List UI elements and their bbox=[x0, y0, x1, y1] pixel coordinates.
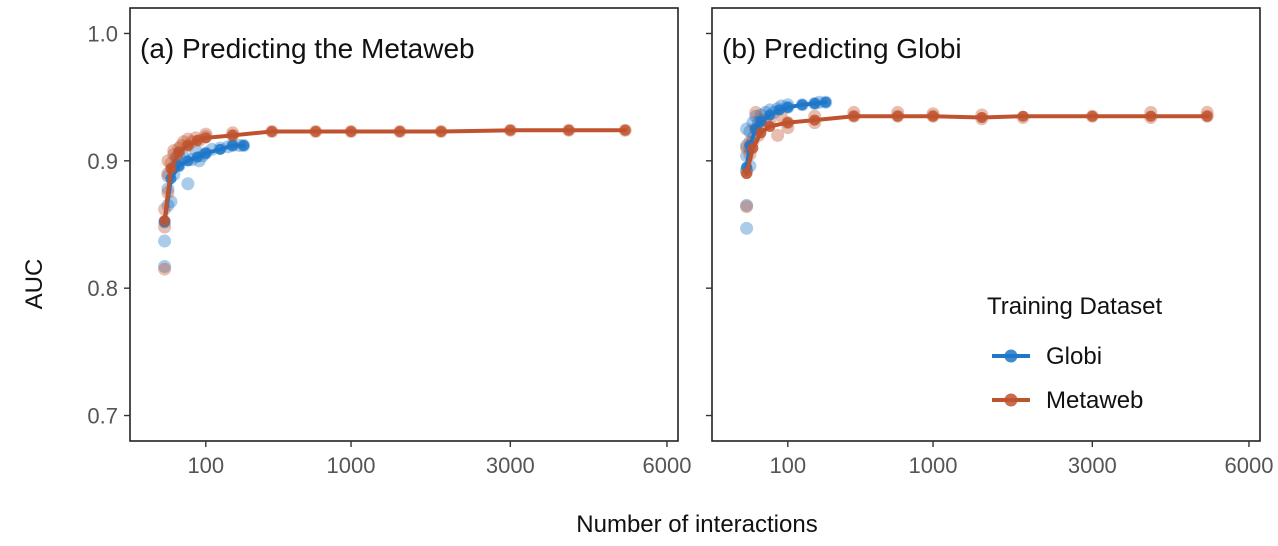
line-marker-metaweb bbox=[563, 124, 575, 136]
panel-title: (b) Predicting Globi bbox=[722, 33, 962, 64]
y-tick-label: 0.7 bbox=[87, 404, 118, 429]
panels-layer: 0.7 0.8 0.9 1.0 100 1000 3000 6000 (a) Predictin… bbox=[87, 7, 1273, 478]
line-marker-globi bbox=[200, 147, 212, 159]
data-point-metaweb bbox=[158, 262, 172, 276]
line-marker-metaweb bbox=[310, 126, 322, 138]
line-marker-metaweb bbox=[504, 124, 516, 136]
legend: Training Dataset Globi Metaweb bbox=[987, 293, 1163, 414]
line-marker-metaweb bbox=[159, 215, 171, 227]
legend-key-marker bbox=[1004, 349, 1018, 363]
line-marker-metaweb bbox=[435, 126, 447, 138]
x-tick-label: 3000 bbox=[1068, 453, 1117, 478]
data-point-globi bbox=[740, 122, 754, 136]
line-marker-globi bbox=[238, 140, 250, 152]
y-tick-label: 0.9 bbox=[87, 149, 118, 174]
legend-label: Metaweb bbox=[1046, 387, 1143, 414]
x-tick-label: 1000 bbox=[327, 453, 376, 478]
panel-a: 0.7 0.8 0.9 1.0 100 1000 3000 6000 (a) Predictin… bbox=[87, 7, 691, 478]
x-tick-label: 3000 bbox=[486, 453, 535, 478]
line-marker-metaweb bbox=[976, 112, 988, 124]
line-marker-metaweb bbox=[227, 129, 239, 141]
line-marker-metaweb bbox=[619, 124, 631, 136]
panel-frame bbox=[129, 7, 679, 442]
line-marker-metaweb bbox=[200, 132, 212, 144]
line-marker-globi bbox=[820, 96, 832, 108]
line-marker-metaweb bbox=[1145, 110, 1157, 122]
x-axis-title: Number of interactions bbox=[576, 511, 817, 538]
line-marker-metaweb bbox=[782, 117, 794, 129]
line-marker-globi bbox=[764, 109, 776, 121]
line-marker-globi bbox=[182, 155, 194, 167]
line-marker-metaweb bbox=[394, 126, 406, 138]
x-tick-label: 100 bbox=[187, 453, 224, 478]
line-marker-metaweb bbox=[809, 114, 821, 126]
line-marker-globi bbox=[227, 140, 239, 152]
line-marker-metaweb bbox=[173, 146, 185, 158]
data-point-globi bbox=[181, 177, 195, 191]
line-marker-metaweb bbox=[266, 126, 278, 138]
y-tick-label: 1.0 bbox=[87, 21, 118, 46]
line-marker-metaweb bbox=[1201, 110, 1213, 122]
line-marker-metaweb bbox=[848, 110, 860, 122]
x-tick-label: 100 bbox=[769, 453, 806, 478]
panel-title: (a) Predicting the Metaweb bbox=[140, 33, 475, 64]
panel-b: 100 1000 3000 6000 (b) Predicting Globi Train… bbox=[706, 7, 1273, 478]
y-axis-title: AUC bbox=[21, 259, 48, 310]
line-marker-globi bbox=[796, 99, 808, 111]
data-point-globi bbox=[158, 234, 172, 248]
line-marker-metaweb bbox=[1086, 110, 1098, 122]
data-point-metaweb bbox=[740, 200, 754, 214]
line-marker-globi bbox=[214, 143, 226, 155]
line-marker-metaweb bbox=[764, 120, 776, 132]
data-point-globi bbox=[740, 221, 754, 235]
line-marker-metaweb bbox=[182, 140, 194, 152]
line-marker-globi bbox=[809, 98, 821, 110]
line-marker-metaweb bbox=[345, 126, 357, 138]
line-marker-globi bbox=[773, 104, 785, 116]
line-marker-metaweb bbox=[892, 110, 904, 122]
legend-label: Globi bbox=[1046, 343, 1102, 370]
data-point-metaweb bbox=[771, 128, 785, 142]
x-tick-label: 1000 bbox=[909, 453, 958, 478]
line-marker-metaweb bbox=[747, 142, 759, 154]
line-marker-metaweb bbox=[191, 134, 203, 146]
data-point-globi bbox=[740, 198, 754, 212]
line-marker-metaweb bbox=[165, 162, 177, 174]
line-marker-globi bbox=[782, 101, 794, 113]
legend-title: Training Dataset bbox=[987, 293, 1163, 320]
x-tick-label: 6000 bbox=[642, 453, 691, 478]
data-point-globi bbox=[158, 260, 172, 274]
line-marker-metaweb bbox=[1017, 110, 1029, 122]
data-point-metaweb bbox=[749, 105, 763, 119]
line-marker-globi bbox=[191, 151, 203, 163]
legend-key-marker bbox=[1004, 393, 1018, 407]
x-tick-label: 6000 bbox=[1224, 453, 1273, 478]
y-tick-label: 0.8 bbox=[87, 276, 118, 301]
panel-frame bbox=[711, 7, 1261, 442]
line-marker-metaweb bbox=[927, 110, 939, 122]
line-marker-metaweb bbox=[741, 168, 753, 180]
line-marker-globi bbox=[755, 115, 767, 127]
line-marker-metaweb bbox=[755, 127, 767, 139]
